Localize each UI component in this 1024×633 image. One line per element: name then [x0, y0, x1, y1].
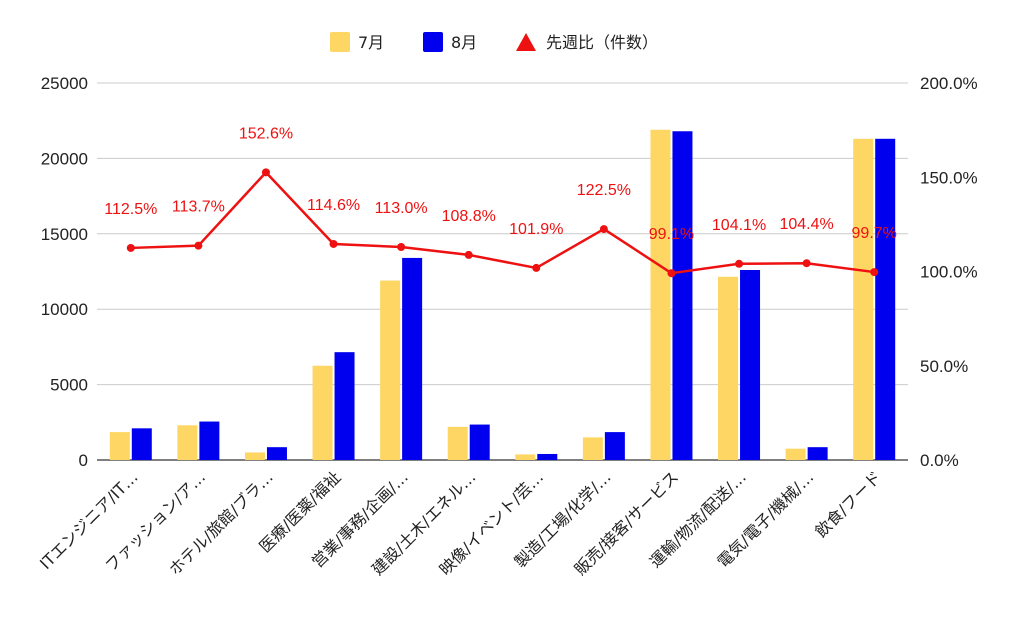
left-tick-label: 10000 [41, 300, 88, 319]
left-tick-label: 0 [79, 451, 88, 470]
ratio-point [397, 242, 406, 251]
legend-label-ratio: 先週比（件数） [546, 33, 658, 52]
ratio-line: 112.5% 113.7% 152.6% 114.6% 113.0% 108.8% 101.… [104, 125, 897, 278]
ratio-label: 122.5% [577, 182, 631, 199]
bar-7 [244, 452, 265, 460]
ratio-point [599, 225, 608, 234]
ratio-label: 152.6% [239, 125, 293, 142]
ratio-point [261, 168, 270, 177]
legend-label-8: 8月 [451, 33, 477, 52]
ratio-label: 104.4% [779, 216, 833, 233]
bar-7 [582, 437, 603, 460]
ratio-label: 108.8% [442, 208, 496, 225]
bar-8 [266, 447, 287, 460]
bars [109, 129, 896, 461]
ratio-label: 112.5% [104, 201, 157, 218]
ratio-label: 99.1% [649, 226, 694, 243]
bar-7 [650, 129, 671, 461]
bar-8 [537, 453, 558, 460]
bar-8 [402, 257, 423, 460]
bar-7 [312, 365, 333, 460]
bar-8 [199, 421, 220, 460]
bar-8 [334, 352, 355, 460]
right-tick-label: 50.0% [920, 357, 968, 376]
ratio-point [194, 241, 203, 250]
ratio-point [870, 268, 879, 277]
bar-7 [109, 432, 130, 460]
left-tick-label: 5000 [50, 376, 88, 395]
left-axis: 0 5000 10000 15000 20000 25000 [41, 74, 88, 470]
ratio-point [329, 239, 338, 248]
ratio-series-line [130, 171, 875, 275]
ratio-label: 113.0% [375, 200, 428, 217]
legend-label-7: 7月 [358, 33, 384, 52]
bar-7 [177, 425, 198, 460]
legend: 7月 8月 先週比（件数） [330, 32, 658, 52]
legend-swatch-8 [423, 32, 443, 52]
ratio-point [802, 259, 811, 268]
bar-8 [604, 432, 625, 460]
left-tick-label: 20000 [41, 149, 88, 168]
ratio-point [735, 259, 744, 268]
legend-triangle-icon [516, 33, 536, 51]
bar-8 [807, 447, 828, 460]
ratio-label: 101.9% [509, 221, 563, 238]
bar-7 [515, 454, 536, 460]
bar-7 [447, 426, 468, 460]
right-tick-label: 200.0% [920, 74, 978, 93]
gridlines [97, 82, 908, 461]
left-tick-label: 15000 [41, 225, 88, 244]
ratio-label: 114.6% [307, 197, 360, 214]
ratio-point [126, 243, 135, 252]
bar-7 [853, 138, 874, 460]
right-tick-label: 0.0% [920, 451, 959, 470]
left-tick-label: 25000 [41, 74, 88, 93]
right-tick-label: 150.0% [920, 168, 978, 187]
bar-7 [380, 280, 401, 460]
bar-8 [740, 269, 761, 460]
right-axis: 0.0% 50.0% 100.0% 150.0% 200.0% [920, 74, 978, 470]
bar-8 [131, 428, 152, 460]
bar-7 [785, 448, 806, 460]
ratio-point [667, 269, 676, 278]
bar-8 [469, 424, 490, 460]
ratio-label: 104.1% [712, 217, 766, 234]
category-label: 飲食/フード [811, 467, 885, 541]
right-tick-label: 100.0% [920, 263, 978, 282]
ratio-point [464, 250, 473, 259]
ratio-label: 113.7% [172, 199, 225, 216]
bar-8 [672, 131, 693, 461]
category-axis: ITエンジニア/IT…ファッション/ア…ホテル/旅館/ブラ…医療/医薬/福祉営業… [36, 467, 885, 579]
ratio-label: 99.7% [852, 225, 897, 242]
bar-7 [718, 276, 739, 460]
legend-swatch-7 [330, 32, 350, 52]
ratio-point [532, 263, 541, 272]
bar-8 [875, 138, 896, 460]
